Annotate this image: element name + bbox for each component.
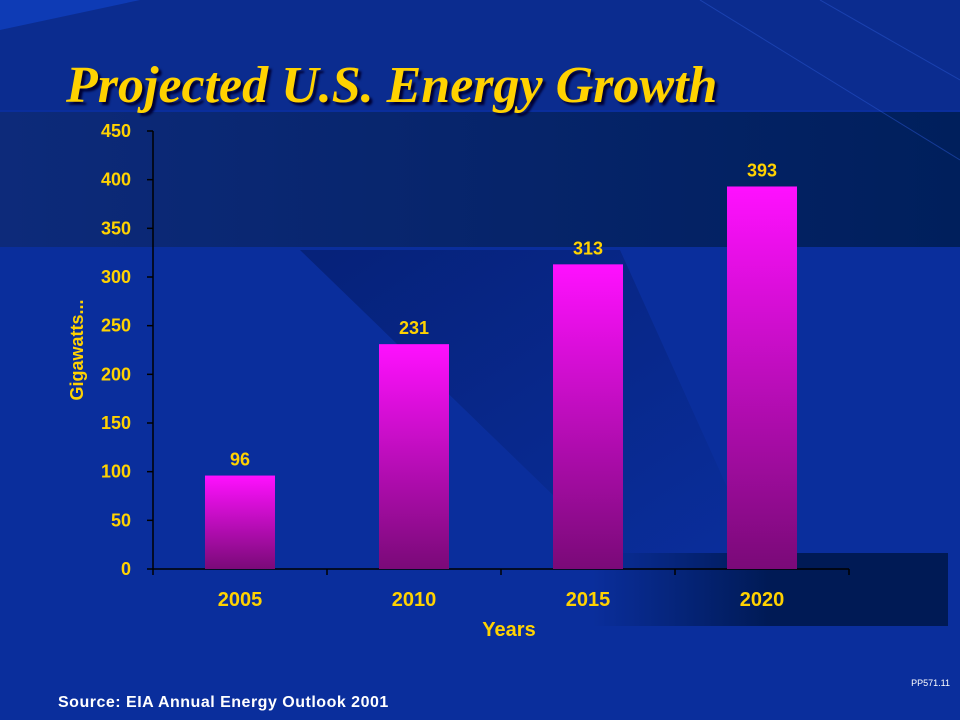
x-tick-label-2015: 2015 [566, 589, 611, 611]
data-label-2005: 96 [230, 450, 250, 470]
bar-2020 [727, 186, 797, 570]
y-tick-label: 350 [101, 218, 131, 238]
data-label-2010: 231 [399, 318, 429, 338]
y-tick-label: 400 [101, 170, 131, 190]
slide-title: Projected U.S. Energy Growth [66, 57, 718, 114]
y-axis-title: Gigawatts... [67, 299, 87, 400]
y-tick-label: 100 [101, 462, 131, 482]
slide-code: PP571.11 [911, 678, 950, 688]
y-tick-label: 150 [101, 413, 131, 433]
data-label-2020: 393 [747, 160, 777, 180]
source-citation: Source: EIA Annual Energy Outlook 2001 [58, 694, 389, 711]
y-tick-label: 200 [101, 364, 131, 384]
bar-2005 [205, 475, 275, 569]
bar-2010 [379, 344, 449, 569]
y-tick-label: 450 [101, 121, 131, 141]
chart-bars [205, 186, 797, 570]
y-tick-label: 250 [101, 316, 131, 336]
x-axis-title: Years [482, 619, 535, 641]
data-label-2015: 313 [573, 238, 603, 258]
y-tick-label: 50 [111, 510, 131, 530]
y-tick-label: 300 [101, 267, 131, 287]
x-tick-label-2010: 2010 [392, 589, 437, 611]
bar-2015 [553, 264, 623, 569]
x-tick-label-2005: 2005 [218, 589, 263, 611]
chart-labels: 96 2005 231 2010 313 2015 393 2020 [218, 160, 785, 611]
y-tick-label: 0 [121, 559, 131, 579]
x-tick-label-2020: 2020 [740, 589, 785, 611]
